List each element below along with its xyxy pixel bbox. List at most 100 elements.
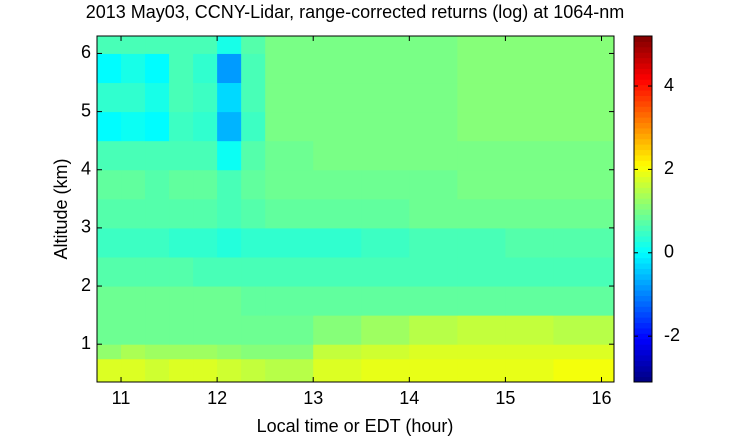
heatmap-cell — [217, 198, 242, 229]
heatmap-cell — [241, 198, 266, 229]
colorbar-segment — [634, 165, 652, 172]
heatmap-cell — [313, 227, 362, 258]
heatmap-cell — [361, 169, 410, 200]
colorbar-segment — [634, 295, 652, 302]
heatmap-cell — [265, 256, 314, 287]
heatmap-cell — [193, 198, 218, 229]
heatmap-cell — [145, 82, 170, 113]
colorbar-segment — [634, 376, 652, 383]
heatmap-cell — [217, 36, 242, 54]
heatmap-cell — [97, 53, 122, 84]
heatmap-cell — [313, 358, 362, 383]
heatmap-cell — [97, 344, 122, 360]
colorbar-segment — [634, 144, 652, 151]
heatmap-cell — [553, 82, 615, 113]
y-tick-label: 3 — [81, 217, 91, 237]
heatmap-cell — [313, 111, 362, 142]
heatmap-cell — [361, 82, 410, 113]
heatmap-cell — [505, 227, 554, 258]
heatmap-cell — [553, 344, 615, 360]
heatmap-cell — [145, 198, 170, 229]
heatmap-cell — [505, 169, 554, 200]
colorbar-segment — [634, 225, 652, 232]
colorbar-segment — [634, 95, 652, 102]
heatmap-cell — [553, 358, 615, 383]
heatmap-cell — [217, 169, 242, 200]
heatmap-cell — [241, 227, 266, 258]
heatmap-cell — [409, 53, 458, 84]
heatmap-cell — [265, 140, 314, 171]
heatmap-cell — [121, 358, 146, 383]
heatmap-cell — [457, 198, 506, 229]
colorbar-segment — [634, 214, 652, 221]
heatmap-cell — [121, 111, 146, 142]
heatmap-cell — [361, 256, 410, 287]
heatmap-cell — [361, 358, 410, 383]
heatmap-cell — [169, 82, 194, 113]
heatmap-cell — [121, 36, 146, 54]
heatmap-cell — [145, 169, 170, 200]
heatmap-cell — [217, 344, 242, 360]
heatmap-cell — [193, 286, 218, 316]
heatmap-cell — [121, 227, 146, 258]
heatmap-cell — [217, 315, 242, 345]
colorbar-segment — [634, 106, 652, 113]
heatmap-cell — [265, 111, 314, 142]
colorbar-segment — [634, 138, 652, 145]
heatmap-cell — [169, 169, 194, 200]
heatmap-cell — [217, 53, 242, 84]
colorbar-frame — [633, 35, 653, 383]
heatmap-cell — [409, 358, 458, 383]
colorbar-segment — [634, 306, 652, 313]
heatmap-cell — [97, 256, 122, 287]
colorbar-segment — [634, 117, 652, 123]
colorbar-segment — [634, 122, 652, 129]
colorbar-segment — [634, 36, 652, 42]
heatmap-cell — [241, 36, 266, 54]
heatmap-cell — [409, 227, 458, 258]
colorbar-segment — [634, 79, 652, 86]
colorbar-segment — [634, 63, 652, 69]
plot-frame — [96, 35, 615, 383]
colorbar-segment — [634, 219, 652, 226]
colorbar-segment — [634, 273, 652, 280]
heatmap-cell — [121, 256, 146, 287]
colorbar-segment — [634, 41, 652, 48]
heatmap-cell — [505, 344, 554, 360]
heatmap-cell — [457, 140, 506, 171]
colorbar-segment — [634, 338, 652, 345]
colorbar-segment — [634, 365, 652, 372]
heatmap-cell — [241, 140, 266, 171]
heatmap-cell — [409, 111, 458, 142]
heatmap-cell — [505, 36, 554, 54]
heatmap-cell — [193, 344, 218, 360]
heatmap-cell — [409, 169, 458, 200]
heatmap-cell — [313, 169, 362, 200]
heatmap-cell — [409, 82, 458, 113]
colorbar-segment — [634, 230, 652, 237]
colorbar-segment — [634, 160, 652, 167]
heatmap-cell — [241, 256, 266, 287]
heatmap-cell — [145, 256, 170, 287]
heatmap-cell — [553, 111, 615, 142]
heatmap-cell — [217, 140, 242, 171]
heatmap-cell — [313, 82, 362, 113]
colorbar-segment — [634, 246, 652, 253]
heatmap-cell — [553, 198, 615, 229]
heatmap-cell — [241, 315, 266, 345]
colorbar-segment — [634, 52, 652, 59]
heatmap-cell — [97, 315, 122, 345]
colorbar-segment — [634, 371, 652, 378]
heatmap-cell — [409, 344, 458, 360]
chart-title: 2013 May03, CCNY-Lidar, range-corrected … — [86, 2, 625, 22]
heatmap-cell — [169, 315, 194, 345]
heatmap-cell — [121, 82, 146, 113]
heatmap-cell — [121, 140, 146, 171]
y-tick-label: 6 — [81, 42, 91, 62]
heatmap-cell — [457, 53, 506, 84]
colorbar-segment — [634, 317, 652, 324]
heatmap-cell — [241, 53, 266, 84]
heatmap-cell — [145, 53, 170, 84]
heatmap-cell — [457, 256, 506, 287]
